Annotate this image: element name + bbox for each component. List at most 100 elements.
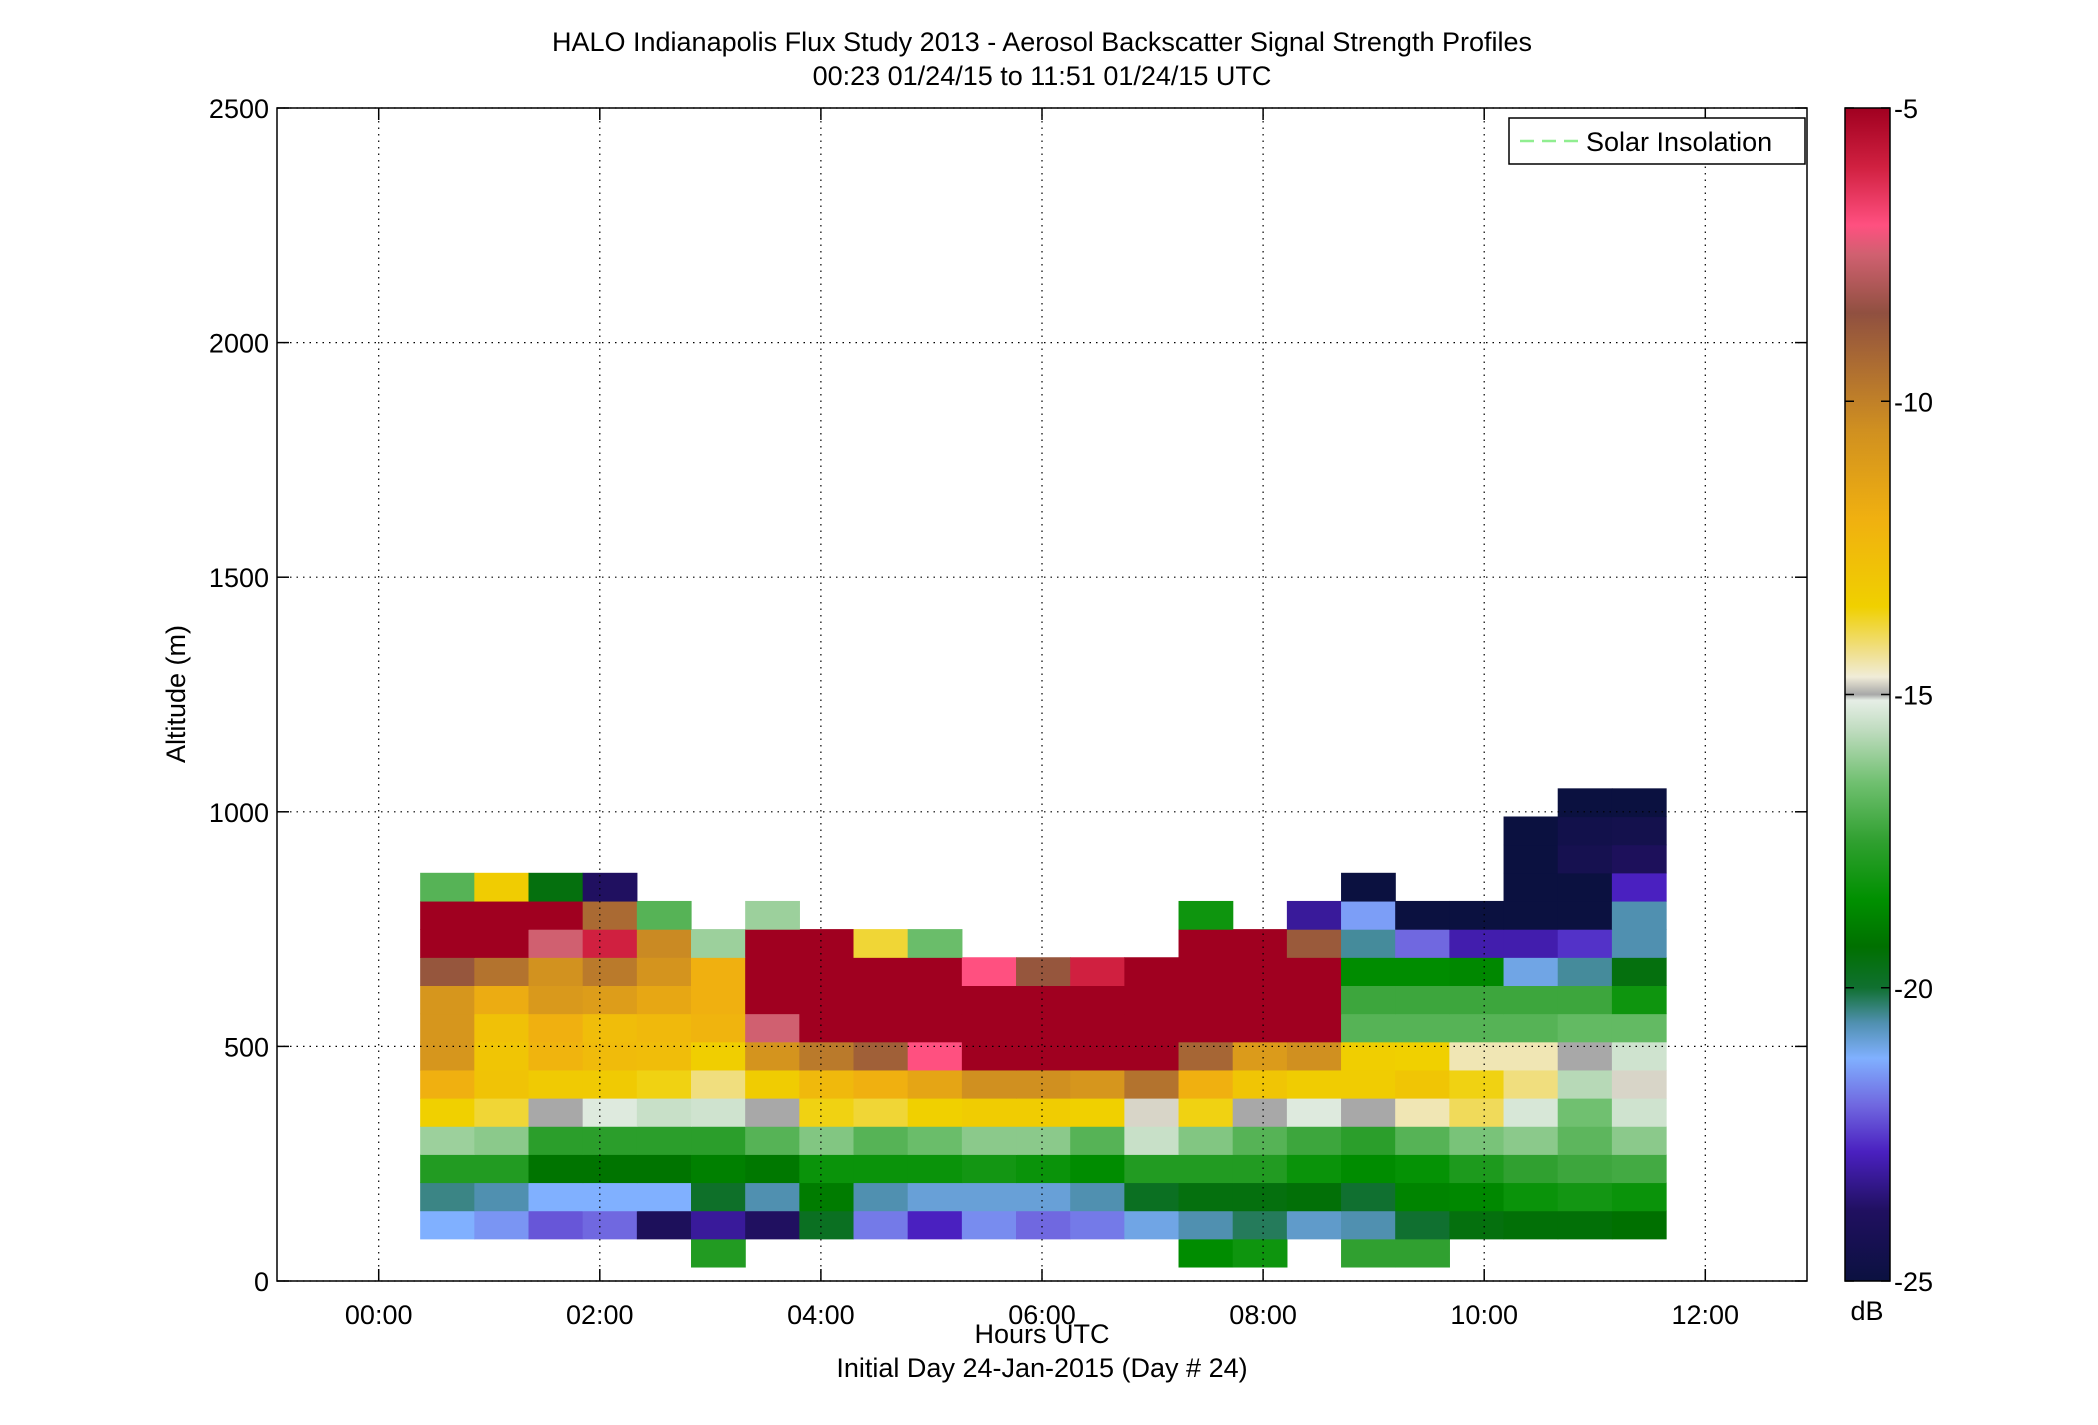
heatmap-cell: [582, 900, 638, 930]
heatmap-cell: [853, 1182, 909, 1212]
heatmap-cell: [1611, 872, 1667, 902]
heatmap-cell: [1341, 957, 1396, 986]
heatmap-cell: [1232, 1069, 1288, 1099]
heatmap-cell: [420, 1210, 475, 1240]
heatmap-cell: [1341, 1098, 1396, 1127]
heatmap-cell: [420, 872, 475, 902]
heatmap-cell: [1557, 1013, 1613, 1043]
heatmap-cell: [528, 957, 584, 986]
heatmap-cell: [1178, 1069, 1234, 1099]
heatmap-cell: [1449, 1098, 1505, 1127]
heatmap-cell: [1449, 929, 1505, 958]
heatmap-cell: [636, 957, 692, 986]
heatmap-cell: [1016, 1013, 1071, 1043]
heatmap-cell: [1178, 1210, 1234, 1240]
heatmap-cell: [745, 957, 800, 986]
heatmap-cell: [1070, 1098, 1125, 1127]
heatmap-cell: [1124, 1154, 1180, 1184]
heatmap-cell: [799, 929, 855, 958]
heatmap-cell: [528, 1154, 584, 1184]
heatmap-cell: [1395, 957, 1450, 986]
heatmap-cell: [1449, 985, 1505, 1015]
heatmap-cell: [528, 1126, 584, 1155]
y-tick-label: 1000: [209, 798, 269, 828]
x-tick-label: 10:00: [1450, 1300, 1518, 1330]
heatmap-cell: [1557, 1069, 1613, 1099]
heatmap-cell: [1557, 844, 1613, 874]
heatmap-cell: [907, 957, 963, 986]
colorbar-tick-label: -15: [1894, 681, 1933, 711]
heatmap-cell: [691, 1154, 746, 1184]
heatmap-cells: [420, 788, 1667, 1268]
heatmap-cell: [1124, 1210, 1180, 1240]
heatmap-cell: [907, 1013, 963, 1043]
heatmap-cell: [1232, 1126, 1288, 1155]
heatmap-cell: [1449, 1041, 1505, 1071]
heatmap-cell: [1449, 1013, 1505, 1043]
legend-label: Solar Insolation: [1586, 127, 1772, 157]
heatmap-cell: [1016, 1154, 1071, 1184]
heatmap-cell: [1232, 985, 1288, 1015]
heatmap-cell: [1557, 1210, 1613, 1240]
heatmap-cell: [1070, 985, 1125, 1015]
heatmap-cell: [1611, 1041, 1667, 1071]
y-tick-label: 0: [254, 1267, 269, 1297]
heatmap-cell: [745, 1210, 800, 1240]
heatmap-cell: [1557, 1182, 1613, 1212]
heatmap-cell: [745, 1098, 800, 1127]
heatmap-cell: [582, 1182, 638, 1212]
heatmap-cell: [1286, 957, 1342, 986]
heatmap-cell: [1124, 1013, 1180, 1043]
heatmap-cell: [1611, 985, 1667, 1015]
heatmap-cell: [1286, 1182, 1342, 1212]
heatmap-cell: [1503, 1013, 1559, 1043]
heatmap-cell: [1341, 1154, 1396, 1184]
heatmap-cell: [907, 1098, 963, 1127]
heatmap-cell: [1232, 1238, 1288, 1268]
heatmap-cell: [1395, 1154, 1450, 1184]
heatmap-cell: [1503, 1041, 1559, 1071]
heatmap-cell: [1016, 1069, 1071, 1099]
heatmap-cell: [691, 1238, 746, 1268]
heatmap-cell: [1611, 1182, 1667, 1212]
heatmap-cell: [799, 1210, 855, 1240]
colorbar-ticks: -5 -10 -15 -20 -25: [1845, 94, 1933, 1297]
heatmap-cell: [1503, 1154, 1559, 1184]
heatmap-cell: [1611, 788, 1667, 818]
heatmap-cell: [474, 929, 530, 958]
heatmap-cell: [1124, 957, 1180, 986]
heatmap-cell: [474, 872, 530, 902]
heatmap-cell: [1016, 1210, 1071, 1240]
heatmap-cell: [636, 1182, 692, 1212]
heatmap-cell: [961, 957, 1017, 986]
heatmap-cell: [636, 1069, 692, 1099]
heatmap-cell: [1124, 1098, 1180, 1127]
heatmap-cell: [1341, 985, 1396, 1015]
heatmap-cell: [474, 1210, 530, 1240]
heatmap-cell: [528, 872, 584, 902]
heatmap-cell: [1070, 1069, 1125, 1099]
heatmap-cell: [907, 1154, 963, 1184]
heatmap-cell: [1232, 1098, 1288, 1127]
heatmap-cell: [1178, 900, 1234, 930]
heatmap-cell: [691, 1182, 746, 1212]
heatmap-cell: [1449, 1210, 1505, 1240]
heatmap-cell: [1232, 1013, 1288, 1043]
heatmap-cell: [1341, 1013, 1396, 1043]
heatmap-cell: [1016, 1126, 1071, 1155]
heatmap-cell: [1124, 985, 1180, 1015]
x-tick-label: 06:00: [1008, 1300, 1076, 1330]
heatmap-cell: [1070, 1154, 1125, 1184]
heatmap-cell: [1341, 1238, 1396, 1268]
heatmap-cell: [799, 957, 855, 986]
heatmap-cell: [853, 1069, 909, 1099]
heatmap-cell: [799, 1182, 855, 1212]
colorbar-tick-label: -25: [1894, 1267, 1933, 1297]
heatmap-cell: [420, 1154, 475, 1184]
legend: Solar Insolation: [1508, 117, 1806, 165]
heatmap-cell: [691, 1041, 746, 1071]
y-axis-label: Altitude (m): [161, 625, 191, 763]
heatmap-cell: [1503, 929, 1559, 958]
heatmap-cell: [420, 929, 475, 958]
